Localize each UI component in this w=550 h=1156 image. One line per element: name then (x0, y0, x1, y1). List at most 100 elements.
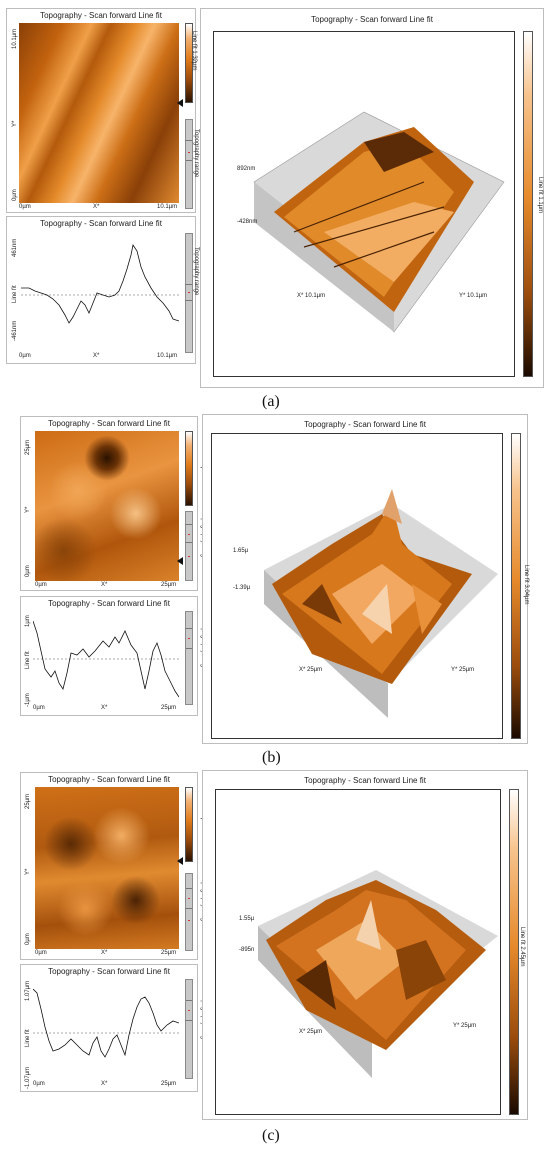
range-box (185, 979, 193, 1079)
3d-surface (264, 489, 498, 718)
y-axis-label: Y* 10.1µm (459, 293, 488, 299)
panel-title: Topography - Scan forward Line fit (48, 775, 170, 784)
range-marker-icon (177, 99, 183, 107)
y-axis-label: Y* 25µm (451, 667, 475, 673)
x-right-label: 25µm (161, 705, 177, 711)
caption-a: (a) (262, 393, 280, 410)
y-mid-label: Line fit (12, 285, 18, 303)
x-left-label: 0µm (33, 1081, 45, 1087)
y-bottom-label: 0µm (25, 933, 31, 945)
profile-panel-b: Topography - Scan forward Line fit 1µm L… (20, 596, 198, 716)
y-bottom-label: -1µm (25, 693, 31, 707)
z-top-label: 1.65µ (233, 548, 249, 554)
y-mid-label: Line fit (25, 1029, 31, 1047)
colorbar (185, 787, 193, 862)
colorbar (509, 789, 519, 1115)
x-axis-label: X* 25µm (299, 1029, 323, 1035)
y-top-label: 461nm (12, 238, 18, 257)
z-bottom-label: -895n (239, 947, 255, 953)
x-axis-label: X* (93, 353, 100, 359)
view3d-panel-c: Topography - Scan forward Line fit 1.55µ… (202, 770, 528, 1120)
range-label: Topography range (193, 129, 199, 178)
3d-surface (253, 111, 505, 333)
panel-title: Topography - Scan forward Line fit (48, 967, 170, 976)
range-box (185, 873, 193, 951)
z-bottom-label: -428nm (237, 219, 258, 225)
range-marker-icon (177, 857, 183, 865)
profile-panel-a: Topography - Scan forward Line fit 461nm… (6, 216, 199, 364)
caption-b: (b) (262, 749, 281, 766)
x-axis-label: X* (93, 204, 100, 210)
colorbar (511, 433, 521, 739)
x-right-label: 10.1µm (157, 204, 178, 210)
3d-surface (258, 870, 498, 1078)
colorbar (185, 23, 193, 103)
image-panel-c: Topography - Scan forward Line fit 25µm … (20, 772, 198, 960)
range-marker-icon (177, 557, 183, 565)
view3d-panel-a: Topography - Scan forward Line fit 892nm… (200, 8, 544, 388)
colorbar-label: Line fit 1.32µm (191, 31, 197, 71)
y-mid-label: Line fit (25, 651, 31, 669)
panel-title: Topography - Scan forward Line fit (48, 599, 170, 608)
x-axis-label: X* 10.1µm (297, 293, 326, 299)
x-left-label: 0µm (19, 204, 31, 210)
z-bottom-label: -1.39µ (233, 585, 251, 591)
3d-plot-area (211, 433, 503, 739)
view3d-panel-b: Topography - Scan forward Line fit 1.65µ… (202, 414, 529, 744)
x-left-label: 0µm (33, 705, 45, 711)
x-right-label: 25µm (161, 950, 177, 956)
profile-plot (21, 243, 179, 324)
profile-panel-c: Topography - Scan forward Line fit 1.07µ… (20, 964, 198, 1092)
3d-plot-area (213, 31, 515, 377)
y-top-label: 25µm (25, 439, 31, 455)
y-bottom-label: -1.07µm (25, 1066, 31, 1089)
x-axis-label: X* (101, 950, 108, 956)
x-axis-label: X* 25µm (299, 667, 323, 673)
z-top-label: 892nm (237, 166, 256, 172)
y-axis-label: Y* (12, 120, 18, 127)
range-box (185, 119, 193, 209)
colorbar (523, 31, 533, 377)
range-box (185, 611, 193, 705)
topography-image (35, 787, 179, 949)
x-left-label: 0µm (35, 950, 47, 956)
y-axis-label: Y* (25, 506, 31, 513)
range-box (185, 233, 193, 353)
x-right-label: 25µm (161, 1081, 177, 1087)
y-top-label: 25µm (25, 793, 31, 809)
panel-title: Topography - Scan forward Line fit (40, 219, 162, 228)
topography-image (35, 431, 179, 581)
3d-plot-area (215, 789, 501, 1115)
colorbar (185, 431, 193, 506)
caption-c: (c) (262, 1127, 280, 1144)
x-right-label: 10.1µm (157, 353, 178, 359)
z-top-label: 1.55µ (239, 916, 255, 922)
image-panel-a: Topography - Scan forward Line fit 10.1µ… (6, 8, 199, 213)
x-left-label: 0µm (35, 582, 47, 588)
profile-plot (33, 988, 179, 1058)
colorbar-label: Line fit 2.45µm (519, 927, 525, 967)
panel-title: Topography - Scan forward Line fit (40, 11, 162, 20)
range-box (185, 511, 193, 581)
panel-title: Topography - Scan forward Line fit (48, 419, 170, 428)
y-top-label: 10.1µm (12, 28, 18, 49)
panel-title: Topography - Scan forward Line fit (304, 420, 426, 429)
image-panel-b: Topography - Scan forward Line fit 25µm … (20, 416, 198, 591)
y-bottom-label: 0µm (25, 565, 31, 577)
panel-title: Topography - Scan forward Line fit (311, 15, 433, 24)
x-right-label: 25µm (161, 582, 177, 588)
x-left-label: 0µm (19, 353, 31, 359)
colorbar-label: Line fit 3.04µm (523, 565, 529, 605)
range-label: Topography range (193, 247, 199, 296)
topography-image (19, 23, 179, 203)
colorbar-label: Line fit 1.1µm (537, 177, 543, 214)
x-axis-label: X* (101, 1081, 108, 1087)
y-top-label: 1.07µm (25, 980, 31, 1001)
panel-title: Topography - Scan forward Line fit (304, 776, 426, 785)
x-axis-label: X* (101, 705, 108, 711)
y-bottom-label: -461nm (12, 320, 18, 341)
y-axis-label: Y* (25, 868, 31, 875)
y-top-label: 1µm (25, 615, 31, 627)
x-axis-label: X* (101, 582, 108, 588)
profile-plot (33, 620, 179, 698)
